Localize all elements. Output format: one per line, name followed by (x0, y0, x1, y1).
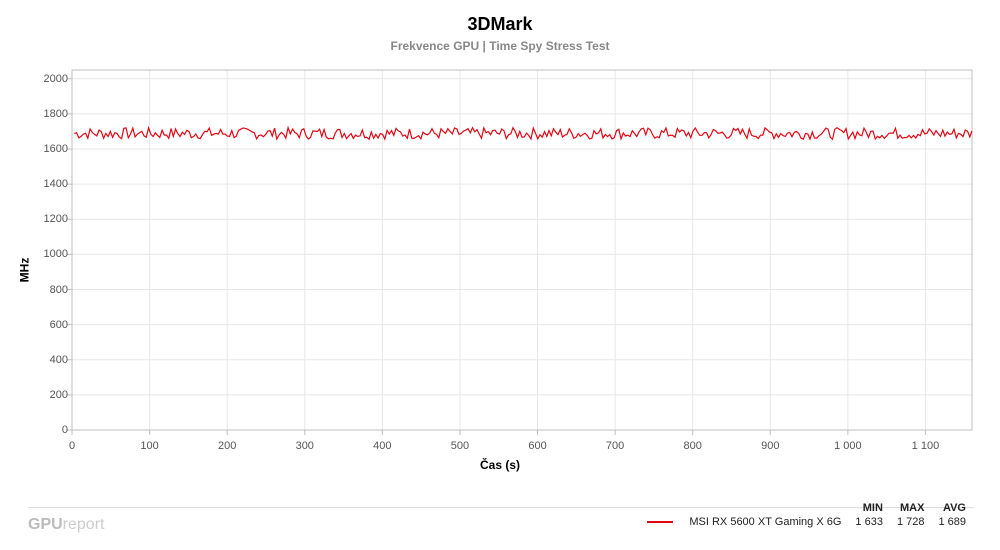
logo-light: report (63, 516, 105, 533)
x-tick-label: 100 (140, 440, 158, 452)
stat-max: 1 728 (891, 516, 931, 528)
x-tick-label: 300 (296, 440, 314, 452)
y-tick-label: 1000 (28, 248, 68, 260)
stat-avg: 1 689 (932, 516, 972, 528)
site-logo: GPUreport (28, 516, 104, 534)
col-max: MAX (891, 502, 931, 514)
y-tick-label: 1800 (28, 108, 68, 120)
y-tick-label: 200 (28, 389, 68, 401)
x-tick-label: 400 (373, 440, 391, 452)
col-min: MIN (849, 502, 889, 514)
y-tick-label: 1400 (28, 178, 68, 190)
y-tick-label: 1600 (28, 143, 68, 155)
x-tick-label: 500 (451, 440, 469, 452)
y-axis-label: MHz (17, 258, 31, 283)
footer: GPUreport MIN MAX AVG MSI RX 5600 XT Gam… (0, 500, 1000, 536)
legend-swatch (647, 521, 673, 523)
x-tick-label: 800 (684, 440, 702, 452)
chart-container: MHz Čas (s) 0200400600800100012001400160… (0, 70, 1000, 470)
col-avg: AVG (932, 502, 972, 514)
y-tick-label: 2000 (28, 73, 68, 85)
x-tick-label: 200 (218, 440, 236, 452)
legend-stats-table: MIN MAX AVG MSI RX 5600 XT Gaming X 6G 1… (639, 500, 974, 530)
x-tick-label: 700 (606, 440, 624, 452)
logo-bold: GPU (28, 516, 63, 533)
x-tick-label: 1 100 (912, 440, 940, 452)
series-name: MSI RX 5600 XT Gaming X 6G (681, 516, 847, 528)
y-tick-label: 400 (28, 354, 68, 366)
x-tick-label: 1 000 (834, 440, 862, 452)
x-axis-label: Čas (s) (480, 458, 520, 472)
stat-min: 1 633 (849, 516, 889, 528)
y-tick-label: 1200 (28, 213, 68, 225)
x-tick-label: 0 (69, 440, 75, 452)
chart-title: 3DMark (0, 14, 1000, 35)
x-tick-label: 600 (528, 440, 546, 452)
y-tick-label: 600 (28, 319, 68, 331)
chart-subtitle: Frekvence GPU | Time Spy Stress Test (0, 39, 1000, 53)
x-tick-label: 900 (761, 440, 779, 452)
y-tick-label: 0 (28, 424, 68, 436)
line-chart (72, 70, 972, 440)
y-tick-label: 800 (28, 284, 68, 296)
